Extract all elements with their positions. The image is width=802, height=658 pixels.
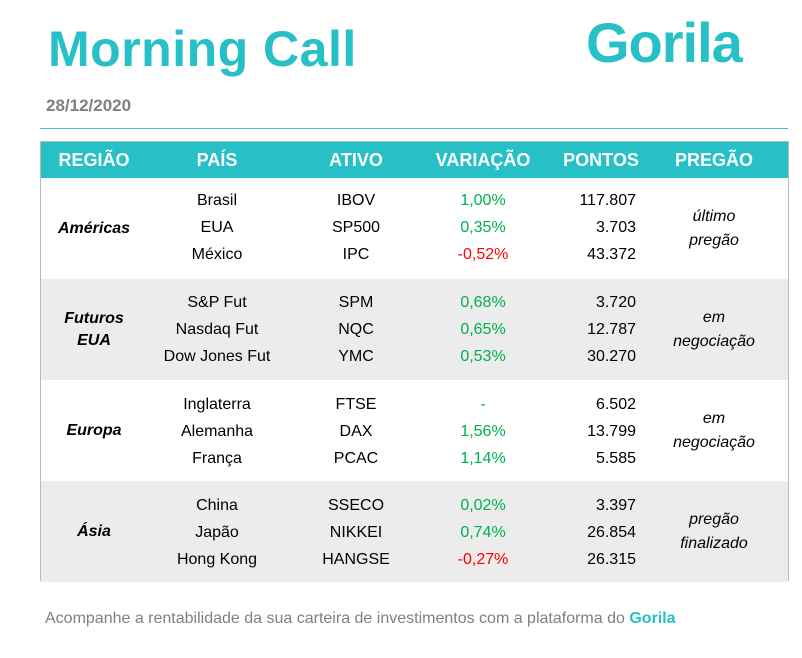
variation-cell: - <box>480 396 486 413</box>
asset-cell: FTSE <box>335 396 377 413</box>
footer-text: Acompanhe a rentabilidade da sua carteir… <box>45 610 630 627</box>
column-header-variation: VARIAÇÃO <box>435 150 531 170</box>
session-status-line: finalizado <box>680 534 748 552</box>
points-cell: 3.397 <box>595 497 636 514</box>
session-status: último pregão <box>654 178 774 279</box>
market-table: REGIÃO PAÍS ATIVO VARIAÇÃO PONTOS PREGÃO… <box>40 141 789 582</box>
region-group-europe: Europa Inglaterra FTSE - 6.502 Alemanha … <box>41 380 788 481</box>
variation-cell: -0,27% <box>457 551 509 568</box>
region-label: Américas <box>39 178 149 279</box>
session-status-line: último <box>692 207 736 225</box>
country-cell: S&P Fut <box>187 294 247 311</box>
column-header-session: PREGÃO <box>674 150 754 170</box>
region-group-asia: Ásia China SSECO 0,02% 3.397 Japão NIKKE… <box>41 481 788 582</box>
country-cell: Alemanha <box>180 423 254 440</box>
session-status: em negociação <box>654 380 774 481</box>
region-label-line: Europa <box>66 421 122 439</box>
region-label-line: Américas <box>57 219 131 237</box>
variation-cell: 0,68% <box>460 294 506 311</box>
report-title: Morning Call <box>48 21 357 77</box>
points-cell: 13.799 <box>587 423 636 440</box>
points-cell: 117.807 <box>579 192 636 209</box>
variation-cell: -0,52% <box>457 246 509 263</box>
asset-cell: PCAC <box>333 450 379 467</box>
country-cell: França <box>192 450 242 467</box>
points-cell: 3.720 <box>595 294 636 311</box>
country-cell: Inglaterra <box>183 396 251 413</box>
country-cell: Hong Kong <box>176 551 258 568</box>
country-cell: Dow Jones Fut <box>163 348 271 365</box>
variation-cell: 0,02% <box>460 497 506 514</box>
points-cell: 5.585 <box>595 450 636 467</box>
session-status-line: negociação <box>673 332 755 350</box>
asset-cell: NIKKEI <box>329 524 383 541</box>
column-header-region: REGIÃO <box>58 150 130 170</box>
region-label-line: Ásia <box>77 522 111 540</box>
variation-cell: 0,65% <box>460 321 506 338</box>
asset-cell: SPM <box>338 294 374 311</box>
region-group-americas: Américas Brasil IBOV 1,00% 117.807 EUA S… <box>41 178 788 279</box>
country-cell: México <box>191 246 243 263</box>
asset-cell: SP500 <box>331 219 381 236</box>
country-cell: Brasil <box>196 192 238 209</box>
asset-cell: YMC <box>338 348 374 365</box>
country-cell: Nasdaq Fut <box>175 321 259 338</box>
country-cell: China <box>196 497 238 514</box>
points-cell: 3.703 <box>595 219 636 236</box>
asset-cell: HANGSE <box>322 551 390 568</box>
region-label-line: Futuros <box>64 309 124 327</box>
points-cell: 12.787 <box>587 321 636 338</box>
asset-cell: IBOV <box>336 192 376 209</box>
points-cell: 30.270 <box>587 348 636 365</box>
session-status-line: pregão <box>689 231 739 249</box>
variation-cell: 1,56% <box>460 423 506 440</box>
variation-cell: 1,14% <box>460 450 506 467</box>
points-cell: 26.854 <box>587 524 636 541</box>
column-header-country: PAÍS <box>196 150 238 170</box>
country-cell: Japão <box>195 524 239 541</box>
region-label: Ásia <box>39 481 149 582</box>
variation-cell: 0,53% <box>460 348 506 365</box>
asset-cell: SSECO <box>327 497 385 514</box>
region-label: Europa <box>39 380 149 481</box>
session-status: em negociação <box>654 279 774 380</box>
session-status-line: em <box>702 308 726 326</box>
gorila-logo: Gorila <box>586 11 743 74</box>
column-header-points: PONTOS <box>563 150 639 170</box>
footer-brand-link[interactable]: Gorila <box>629 610 676 627</box>
asset-cell: IPC <box>342 246 370 263</box>
region-label: Futuros EUA <box>39 279 149 380</box>
report-date: 28/12/2020 <box>46 96 132 115</box>
country-cell: EUA <box>200 219 234 236</box>
header-divider <box>40 128 788 129</box>
session-status-line: em <box>702 409 726 427</box>
variation-cell: 0,74% <box>460 524 506 541</box>
variation-cell: 1,00% <box>460 192 506 209</box>
session-status-line: pregão <box>689 510 739 528</box>
region-group-us-futures: Futuros EUA S&P Fut SPM 0,68% 3.720 Nasd… <box>41 279 788 380</box>
points-cell: 26.315 <box>587 551 636 568</box>
asset-cell: DAX <box>339 423 373 440</box>
variation-cell: 0,35% <box>460 219 506 236</box>
points-cell: 43.372 <box>587 246 636 263</box>
session-status: pregão finalizado <box>654 481 774 582</box>
footer-promo: Acompanhe a rentabilidade da sua carteir… <box>45 608 676 630</box>
region-label-line: EUA <box>77 331 111 349</box>
points-cell: 6.502 <box>595 396 636 413</box>
table-header: REGIÃO PAÍS ATIVO VARIAÇÃO PONTOS PREGÃO <box>41 142 788 178</box>
asset-cell: NQC <box>338 321 374 338</box>
session-status-line: negociação <box>673 433 755 451</box>
column-header-asset: ATIVO <box>329 150 383 170</box>
